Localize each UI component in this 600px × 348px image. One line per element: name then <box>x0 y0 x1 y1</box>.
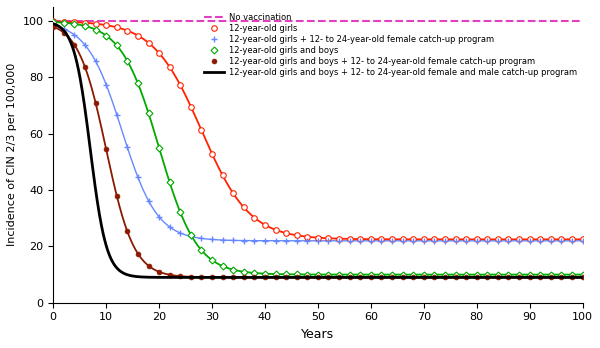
12-year-old girls and boys + 12- to 24-year-old female catch-up program <box>219 275 226 279</box>
12-year-old girls and boys + 12- to 24-year-old female and male catch-up program <box>104 247 111 251</box>
12-year-old girls and boys <box>208 258 215 262</box>
12-year-old girls and boys <box>568 272 575 277</box>
Legend: No vaccination, 12-year-old girls, 12-year-old girls + 12- to 24-year-old female: No vaccination, 12-year-old girls, 12-ye… <box>202 11 578 79</box>
12-year-old girls + 12- to 24-year-old female catch-up program <box>219 238 226 242</box>
12-year-old girls and boys + 12- to 24-year-old female catch-up program <box>431 275 438 279</box>
12-year-old girls + 12- to 24-year-old female catch-up program <box>399 239 406 243</box>
Line: 12-year-old girls: 12-year-old girls <box>50 19 586 242</box>
12-year-old girls and boys + 12- to 24-year-old female catch-up program <box>399 275 406 279</box>
12-year-old girls and boys + 12- to 24-year-old female and male catch-up program <box>413 275 421 279</box>
12-year-old girls <box>219 173 226 177</box>
12-year-old girls + 12- to 24-year-old female catch-up program <box>431 239 438 243</box>
12-year-old girls and boys + 12- to 24-year-old female and male catch-up program <box>579 275 586 279</box>
X-axis label: Years: Years <box>301 328 334 341</box>
12-year-old girls and boys + 12- to 24-year-old female and male catch-up program <box>283 275 290 279</box>
12-year-old girls <box>166 65 173 69</box>
12-year-old girls <box>50 19 57 24</box>
12-year-old girls <box>431 237 438 242</box>
12-year-old girls and boys + 12- to 24-year-old female catch-up program <box>50 25 57 29</box>
12-year-old girls and boys + 12- to 24-year-old female catch-up program <box>166 273 173 277</box>
Line: 12-year-old girls and boys: 12-year-old girls and boys <box>51 19 585 277</box>
12-year-old girls + 12- to 24-year-old female catch-up program <box>579 239 586 243</box>
12-year-old girls and boys + 12- to 24-year-old female catch-up program <box>579 275 586 279</box>
No vaccination <box>50 19 57 23</box>
Line: 12-year-old girls and boys + 12- to 24-year-old female and male catch-up program: 12-year-old girls and boys + 12- to 24-y… <box>53 24 583 277</box>
12-year-old girls and boys <box>399 272 406 277</box>
12-year-old girls + 12- to 24-year-old female catch-up program <box>166 225 173 229</box>
12-year-old girls <box>579 237 586 242</box>
12-year-old girls <box>568 237 575 242</box>
12-year-old girls and boys <box>166 180 173 184</box>
12-year-old girls and boys <box>50 20 57 24</box>
Line: 12-year-old girls + 12- to 24-year-old female catch-up program: 12-year-old girls + 12- to 24-year-old f… <box>50 22 586 244</box>
12-year-old girls + 12- to 24-year-old female catch-up program <box>208 237 215 242</box>
12-year-old girls and boys + 12- to 24-year-old female and male catch-up program <box>50 22 57 26</box>
12-year-old girls <box>399 237 406 242</box>
12-year-old girls and boys + 12- to 24-year-old female and male catch-up program <box>406 275 413 279</box>
12-year-old girls and boys + 12- to 24-year-old female and male catch-up program <box>263 275 271 279</box>
Line: 12-year-old girls and boys + 12- to 24-year-old female catch-up program: 12-year-old girls and boys + 12- to 24-y… <box>51 24 585 280</box>
No vaccination <box>55 19 62 23</box>
12-year-old girls and boys + 12- to 24-year-old female and male catch-up program <box>472 275 479 279</box>
12-year-old girls and boys + 12- to 24-year-old female and male catch-up program <box>463 275 470 279</box>
12-year-old girls and boys <box>219 264 226 268</box>
Y-axis label: Incidence of CIN 2/3 per 100,000: Incidence of CIN 2/3 per 100,000 <box>7 63 17 246</box>
12-year-old girls and boys + 12- to 24-year-old female catch-up program <box>208 275 215 279</box>
12-year-old girls + 12- to 24-year-old female catch-up program <box>568 239 575 243</box>
12-year-old girls and boys <box>431 272 438 277</box>
12-year-old girls <box>208 152 215 156</box>
12-year-old girls and boys <box>579 272 586 277</box>
12-year-old girls and boys + 12- to 24-year-old female catch-up program <box>568 275 575 279</box>
12-year-old girls + 12- to 24-year-old female catch-up program <box>50 23 57 27</box>
